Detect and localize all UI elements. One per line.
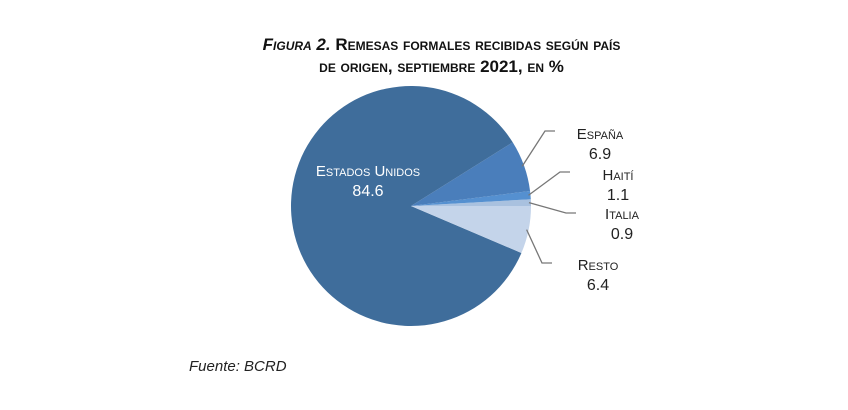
title-line-1: Remesas formales recibidas según país (335, 35, 621, 54)
pie-slice-italia (411, 199, 531, 206)
slice-value: 6.4 (587, 277, 609, 294)
leader-line (521, 130, 555, 167)
pie-slice-estados-unidos (291, 85, 522, 326)
pie-slice-resto (411, 206, 531, 254)
slice-value: 84.6 (352, 183, 383, 200)
source-note: Fuente: BCRD (189, 358, 287, 375)
slice-value: 0.9 (611, 226, 633, 243)
figure-number: Figura 2. (262, 35, 331, 54)
slice-label: Haití (602, 167, 634, 184)
chart-title: Figura 2. Remesas formales recibidas seg… (0, 34, 848, 78)
slice-label: Resto (578, 257, 619, 274)
pie-slice-haití (411, 190, 531, 206)
slice-value: 1.1 (607, 187, 629, 204)
title-line-2: de origen, septiembre 2021, en % (319, 57, 564, 76)
slice-value: 6.9 (589, 146, 611, 163)
leader-line (528, 171, 570, 196)
slice-label: Estados Unidos (316, 163, 420, 180)
slice-label: España (577, 126, 624, 143)
slice-label: Italia (605, 206, 640, 223)
leader-line (528, 202, 576, 214)
leader-line (526, 229, 552, 264)
pie-slice-españa (411, 142, 531, 206)
